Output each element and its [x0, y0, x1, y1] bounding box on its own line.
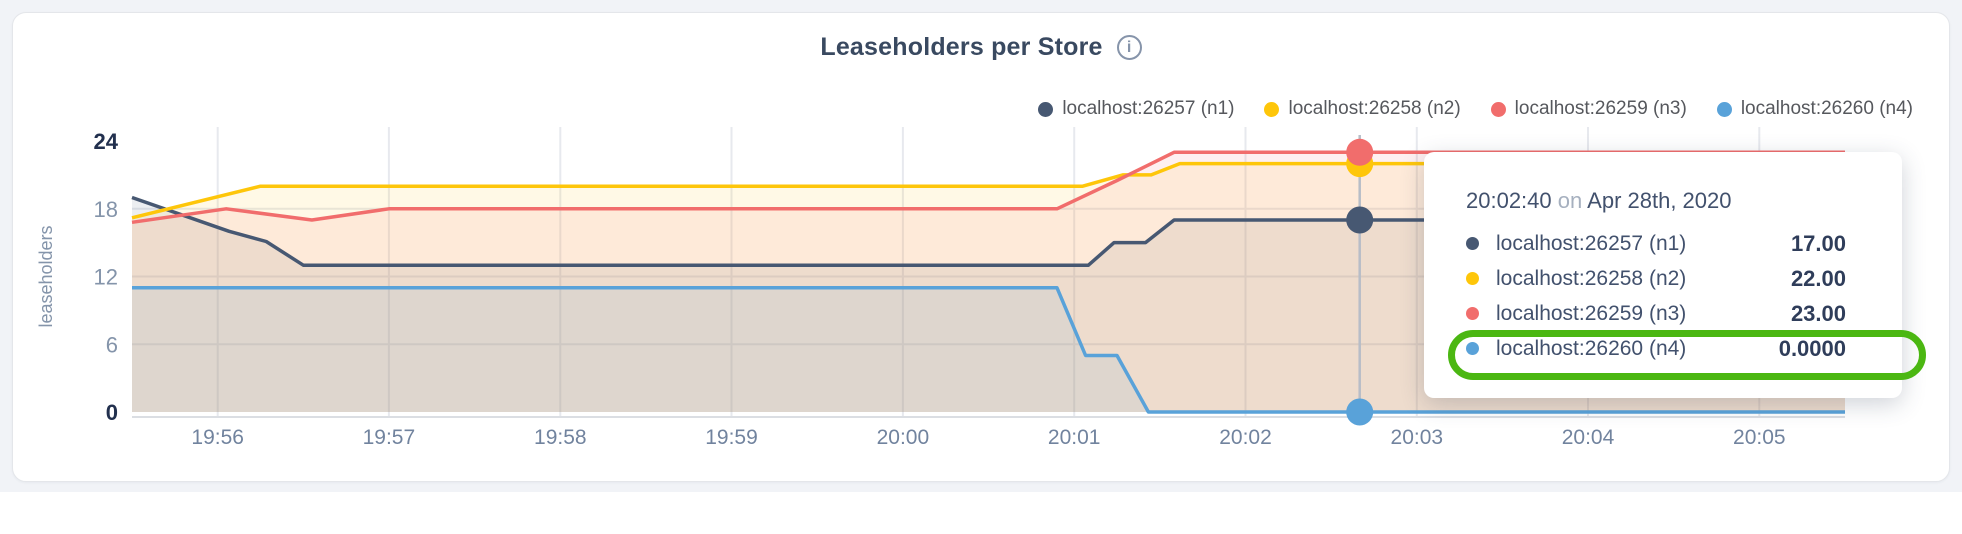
tooltip-time: 20:02:40: [1466, 188, 1552, 213]
tooltip-row-dot: [1466, 272, 1479, 285]
y-tick-label: 24: [94, 129, 119, 154]
x-tick-label: 19:57: [363, 426, 416, 449]
legend-label: localhost:26257 (n1): [1062, 98, 1235, 119]
series-line-n3: [131, 150, 1845, 225]
tooltip-row-n3: localhost:26259 (n3) 23.00: [1466, 296, 1846, 331]
tooltip-row-n1: localhost:26257 (n1) 17.00: [1466, 226, 1846, 261]
x-tick-label: 19:56: [191, 426, 244, 449]
legend-item-n4[interactable]: localhost:26260 (n4): [1716, 98, 1913, 120]
y-tick-label: 0: [106, 400, 118, 425]
legend-dot: [1716, 101, 1732, 117]
legend: localhost:26257 (n1) localhost:26258 (n2…: [1038, 98, 1913, 120]
legend-dot: [1038, 101, 1054, 117]
info-icon[interactable]: i: [1116, 35, 1142, 60]
tooltip-date: Apr 28th, 2020: [1587, 188, 1732, 213]
series-line-n2: [131, 161, 1845, 220]
legend-label: localhost:26260 (n4): [1740, 98, 1913, 119]
hover-dot-n3: [1346, 138, 1374, 166]
y-tick-label: 6: [106, 332, 118, 357]
series-area-n3: [132, 152, 1845, 413]
tooltip-row-label: localhost:26258 (n2): [1496, 266, 1687, 290]
chart-title-row: Leaseholders per Store i: [13, 33, 1949, 62]
tooltip-row-dot: [1466, 237, 1479, 250]
tooltip-row-value: 23.00: [1790, 300, 1846, 326]
tooltip-row-label: localhost:26259 (n3): [1496, 301, 1687, 325]
x-tick-label: 19:58: [534, 426, 587, 449]
legend-dot: [1490, 101, 1506, 117]
x-tick-label: 20:01: [1048, 426, 1101, 449]
hover-dot-n1: [1346, 206, 1374, 234]
series-area-n1: [132, 197, 1845, 412]
tooltip-row-value: 17.00: [1790, 230, 1846, 256]
x-tick-label: 20:00: [877, 426, 930, 449]
tooltip-rows: localhost:26257 (n1) 17.00 localhost:262…: [1466, 226, 1846, 366]
series-line-n1: [131, 195, 1845, 267]
series-line-n4: [132, 286, 1845, 414]
x-tick-label: 19:59: [705, 426, 758, 449]
series-area-n4: [132, 287, 1845, 412]
tooltip-row-dot: [1466, 342, 1479, 355]
tooltip-row-label: localhost:26257 (n1): [1496, 231, 1687, 255]
tooltip-on-word: on: [1557, 188, 1583, 213]
tooltip-timestamp: 20:02:40 on Apr 28th, 2020: [1466, 188, 1846, 214]
legend-item-n2[interactable]: localhost:26258 (n2): [1264, 98, 1461, 120]
y-tick-label: 12: [94, 265, 118, 290]
x-tick-label: 20:03: [1391, 426, 1444, 449]
tooltip-row-label: localhost:26260 (n4): [1496, 336, 1687, 360]
tooltip-row-n2: localhost:26258 (n2) 22.00: [1466, 261, 1846, 296]
y-tick-label: 18: [94, 197, 118, 222]
legend-item-n1[interactable]: localhost:26257 (n1): [1038, 98, 1234, 120]
legend-label: localhost:26258 (n2): [1288, 98, 1461, 119]
hover-tooltip: 20:02:40 on Apr 28th, 2020 localhost:262…: [1424, 152, 1902, 398]
hover-dot-n4: [1346, 398, 1374, 426]
tooltip-row-n4: localhost:26260 (n4) 0.0000: [1466, 331, 1846, 366]
tooltip-row-dot: [1466, 307, 1479, 320]
chart-title: Leaseholders per Store: [820, 33, 1103, 61]
tooltip-row-value: 0.0000: [1778, 335, 1846, 361]
legend-item-n3[interactable]: localhost:26259 (n3): [1490, 98, 1687, 120]
y-axis-title: leaseholders: [36, 225, 56, 327]
x-tick-label: 20:05: [1733, 426, 1786, 449]
x-tick-label: 20:04: [1562, 426, 1615, 449]
tooltip-row-value: 22.00: [1790, 265, 1846, 291]
x-tick-label: 20:02: [1219, 426, 1272, 449]
legend-dot: [1264, 101, 1280, 117]
legend-label: localhost:26259 (n3): [1514, 98, 1687, 119]
